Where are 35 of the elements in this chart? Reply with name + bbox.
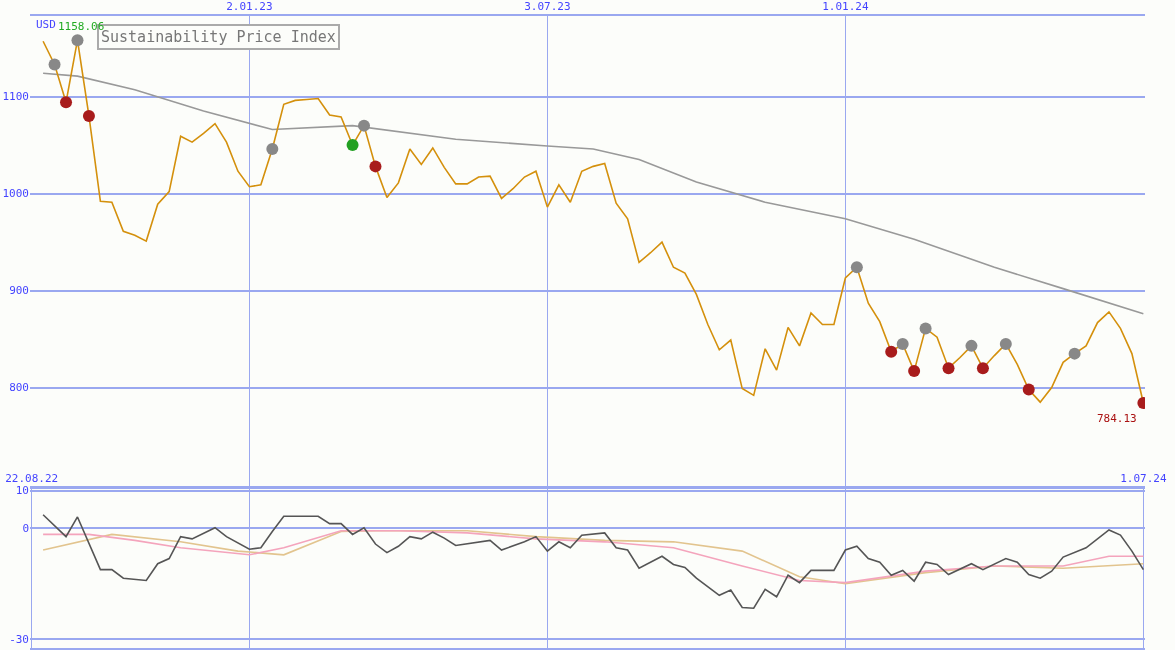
point xyxy=(976,362,989,375)
point xyxy=(919,322,932,335)
line-series xyxy=(42,72,1145,315)
point xyxy=(942,362,955,375)
point xyxy=(82,109,95,122)
y-tick-label: 800 xyxy=(9,381,29,395)
point xyxy=(369,160,382,173)
x-tick-label: 3.07.23 xyxy=(524,0,571,13)
y-tick-label: 1100 xyxy=(2,90,29,104)
point xyxy=(358,119,371,132)
point xyxy=(1022,383,1035,396)
point xyxy=(850,261,863,274)
x-tick-label: 1.01.24 xyxy=(822,0,869,13)
point xyxy=(48,58,61,71)
annotation: 784.13 xyxy=(1097,412,1137,425)
point xyxy=(965,339,978,352)
y-tick-label: 1000 xyxy=(2,187,29,201)
point xyxy=(896,337,909,350)
point xyxy=(60,96,73,109)
y-tick-label: 900 xyxy=(9,284,29,298)
point xyxy=(885,345,898,358)
point xyxy=(1068,347,1081,360)
point xyxy=(266,142,279,155)
x-tick-label: 22.08.22 xyxy=(5,472,59,486)
annotation: USD xyxy=(36,18,56,31)
point xyxy=(346,139,359,152)
point xyxy=(908,365,921,378)
x-tick-label: 1.07.24 xyxy=(1120,472,1167,486)
y-tick-label: 0 xyxy=(22,521,29,535)
x-tick-label: 2.01.23 xyxy=(226,0,273,13)
y-tick-label: 10 xyxy=(15,484,29,498)
point xyxy=(71,34,84,47)
y-tick-label: -30 xyxy=(9,632,29,646)
point xyxy=(999,337,1012,350)
line-series xyxy=(42,513,1145,610)
